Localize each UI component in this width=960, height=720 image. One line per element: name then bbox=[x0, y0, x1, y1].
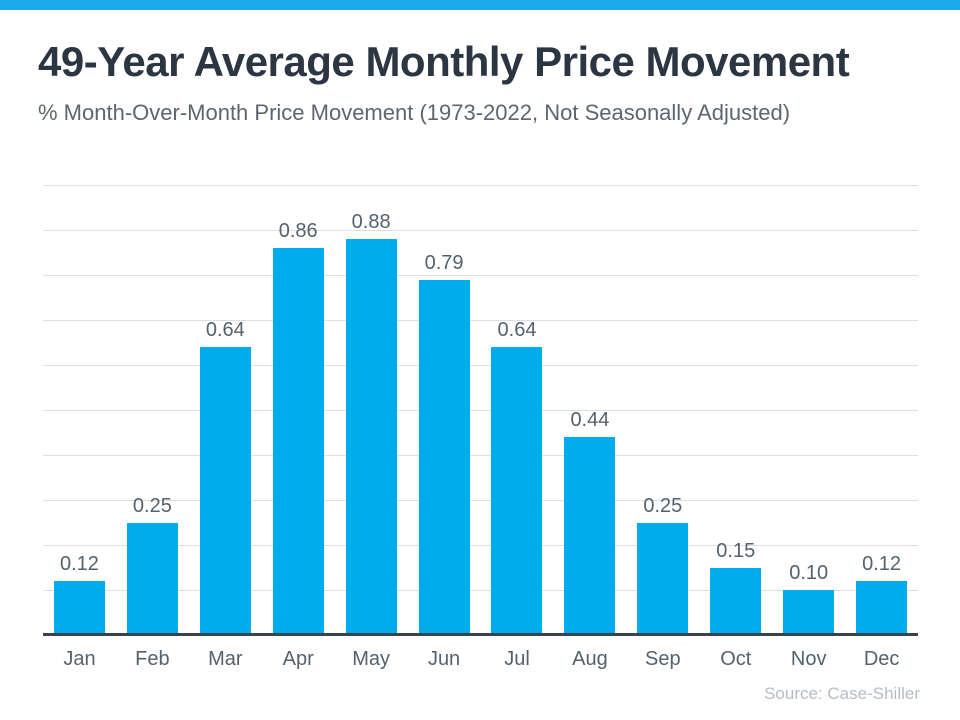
bar-column: 0.10 bbox=[772, 185, 845, 635]
bar-value-label: 0.25 bbox=[643, 494, 683, 517]
bar-value-label: 0.64 bbox=[497, 319, 537, 341]
bar-column: 0.12 bbox=[43, 185, 116, 635]
bar bbox=[345, 239, 397, 635]
gridline bbox=[43, 365, 918, 366]
gridline bbox=[43, 545, 918, 546]
page-subtitle: % Month-Over-Month Price Movement (1973-… bbox=[38, 100, 791, 125]
gridline bbox=[43, 185, 918, 186]
gridline bbox=[43, 320, 918, 321]
gridline bbox=[43, 590, 918, 591]
bar-column: 0.44 bbox=[553, 185, 626, 635]
bar-chart: 0.12 0.25 0.64 0.86 0.88 0.79 0.64 0.44 0.25 0.15… bbox=[43, 185, 918, 636]
bar bbox=[783, 590, 835, 635]
bar bbox=[272, 248, 324, 635]
top-accent-bar bbox=[0, 0, 960, 10]
bar bbox=[199, 347, 251, 635]
gridline bbox=[43, 230, 918, 231]
bar-column: 0.86 bbox=[262, 185, 335, 635]
bar bbox=[491, 347, 543, 635]
gridline bbox=[43, 455, 918, 456]
x-axis-labels: Jan Feb Mar Apr May Jun Jul Aug Sep Oct Nov Dec bbox=[43, 648, 918, 671]
gridline bbox=[43, 500, 918, 501]
bar-value-label: 0.44 bbox=[570, 409, 610, 431]
x-axis-label: May bbox=[352, 648, 391, 670]
bar-value-label: 0.10 bbox=[789, 562, 829, 584]
bar-value-label: 0.86 bbox=[278, 220, 318, 242]
bar-column: 0.79 bbox=[408, 185, 481, 635]
x-axis-label: Mar bbox=[208, 648, 243, 670]
bar-value-label: 0.15 bbox=[716, 539, 756, 562]
x-axis-label: Oct bbox=[720, 648, 752, 670]
x-axis-line bbox=[43, 633, 918, 636]
bar-column: 0.15 bbox=[699, 185, 772, 635]
x-axis-label: Jul bbox=[504, 648, 530, 670]
bar-value-label: 0.12 bbox=[862, 553, 902, 575]
bar-columns: 0.12 0.25 0.64 0.86 0.88 0.79 0.64 0.44 0.25 0.15… bbox=[43, 185, 918, 635]
bar-value-label: 0.64 bbox=[205, 319, 245, 341]
source-credit: Source: Case-Shiller bbox=[764, 684, 920, 703]
bar-column: 0.25 bbox=[626, 185, 699, 635]
bar bbox=[126, 522, 178, 635]
bar bbox=[637, 522, 689, 635]
bar bbox=[564, 437, 616, 635]
bar-value-label: 0.12 bbox=[59, 553, 99, 575]
gridline bbox=[43, 275, 918, 276]
x-axis-label: Dec bbox=[863, 648, 900, 670]
bar bbox=[710, 567, 762, 635]
gridline bbox=[43, 410, 918, 411]
bar-column: 0.64 bbox=[189, 185, 262, 635]
bar-column: 0.88 bbox=[335, 185, 408, 635]
bar-column: 0.64 bbox=[481, 185, 554, 635]
page-title: 49-Year Average Monthly Price Movement bbox=[38, 38, 850, 85]
x-axis-label: Apr bbox=[282, 648, 314, 670]
bar-value-label: 0.79 bbox=[424, 251, 464, 274]
x-axis-label: Feb bbox=[135, 648, 170, 670]
bar-column: 0.12 bbox=[845, 185, 918, 635]
bar-column: 0.25 bbox=[116, 185, 189, 635]
x-axis-label: Jun bbox=[427, 648, 461, 670]
bar-value-label: 0.25 bbox=[132, 494, 172, 517]
bar bbox=[53, 581, 105, 635]
x-axis-label: Nov bbox=[790, 648, 827, 670]
bar bbox=[418, 279, 470, 635]
x-axis-label: Jan bbox=[63, 648, 96, 670]
bar-value-label: 0.88 bbox=[351, 211, 391, 233]
x-axis-label: Sep bbox=[645, 648, 681, 670]
bar bbox=[856, 581, 908, 635]
x-axis-label: Aug bbox=[572, 648, 608, 670]
